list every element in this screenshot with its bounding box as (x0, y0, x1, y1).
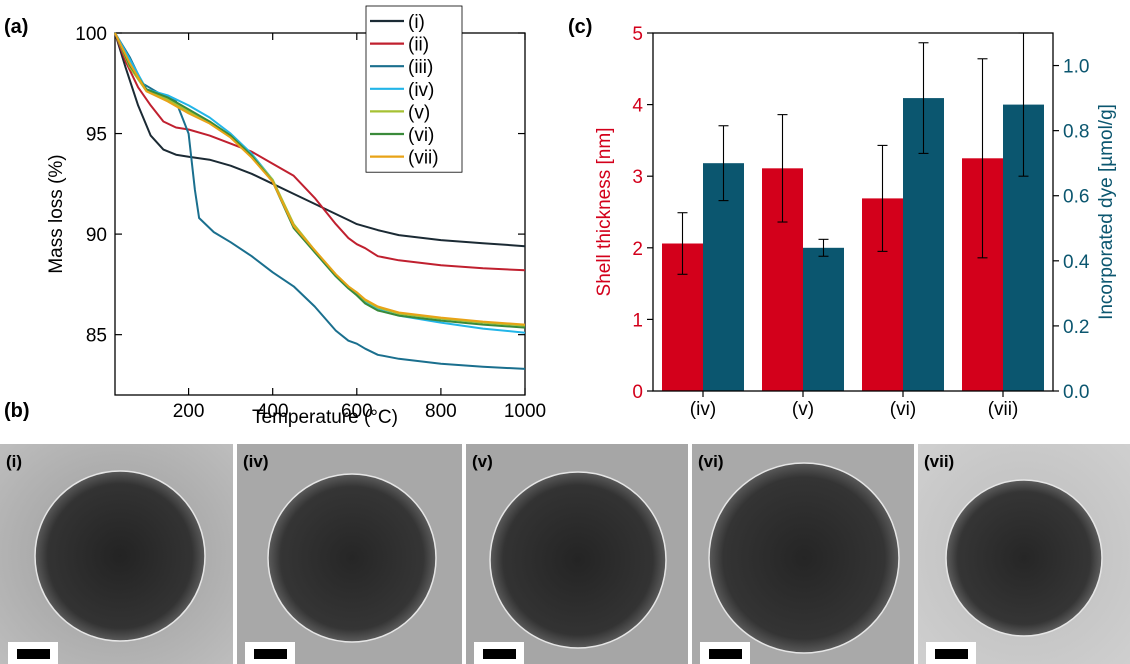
y-tick-label-left: 0 (632, 382, 643, 403)
x-tick-label: (vii) (988, 399, 1019, 420)
series-line-iv (114, 32, 526, 334)
panel-label-a: (a) (4, 16, 29, 38)
legend-label-vii: (vii) (408, 148, 439, 169)
tem-particle-vii (918, 444, 1130, 664)
y-tick-label-left: 5 (632, 24, 643, 45)
tem-label-v: (v) (472, 452, 493, 471)
scale-bar-iv (245, 642, 295, 664)
y-tick-label-left: 1 (632, 310, 643, 331)
x-tick-label: (v) (792, 399, 814, 420)
x-tick-label: 1000 (504, 401, 546, 422)
x-tick-label: (iv) (690, 399, 716, 420)
y-tick-label-left: 2 (632, 239, 643, 260)
y-tick-label-left: 4 (632, 96, 643, 117)
y-tick-label-left: 3 (632, 167, 643, 188)
plot-frame-a (114, 32, 526, 396)
scale-bar-vii (926, 642, 976, 664)
series-line-v (114, 32, 526, 327)
legend-label-i: (i) (408, 12, 425, 33)
x-tick-label: 400 (257, 401, 289, 422)
x-tick-label: 800 (425, 401, 457, 422)
y-tick-label-right: 1.0 (1063, 57, 1089, 78)
shell-dye-bar-chart: (iv) (v) (vi) (vii) 0 1 2 3 4 5 0.0 0.2 0.4 0.6 0.8 1.0… (594, 24, 1117, 420)
tem-image-vi: (vi) (692, 444, 914, 664)
series-line-ii (114, 32, 526, 272)
y-tick-label-right: 0.6 (1063, 187, 1089, 208)
series-line-iii (114, 32, 526, 370)
tga-line-chart: 200 400 600 800 1000 85 90 95 100 Temperature (°C… (46, 5, 546, 428)
tem-image-vii: (vii) (918, 444, 1130, 664)
tem-particle-v (466, 444, 688, 664)
tem-image-v: (v) (466, 444, 688, 664)
y-tick-label-right: 0.0 (1063, 382, 1089, 403)
x-axis-label: Temperature (°C) (252, 407, 398, 428)
legend-label-v: (v) (408, 102, 430, 123)
y-axis-label-left: Shell thickness [nm] (594, 128, 615, 297)
tem-label-i: (i) (6, 452, 23, 471)
series-line-vii (114, 32, 526, 326)
tem-particle-vi (692, 444, 914, 664)
tem-image-row: (i) (iv) (v) ( (0, 444, 1130, 664)
y-axis-label: Mass loss (%) (46, 154, 67, 273)
y-tick-label: 90 (86, 225, 107, 246)
scale-bar-vi (700, 642, 750, 664)
tem-image-iv: (iv) (237, 444, 462, 664)
y-tick-label: 95 (86, 125, 107, 146)
legend-label-vi: (vi) (408, 125, 434, 146)
tem-label-iv: (iv) (243, 452, 269, 471)
panel-label-c: (c) (568, 16, 593, 38)
tem-label-vi: (vi) (698, 452, 724, 471)
y-tick-label-right: 0.2 (1063, 317, 1089, 338)
x-tick-label: 600 (341, 401, 373, 422)
bar-dye (803, 247, 844, 391)
tem-particle-i (0, 444, 233, 664)
scale-bar-i (8, 642, 58, 664)
tem-particle-iv (237, 444, 462, 664)
tem-label-vii: (vii) (924, 452, 955, 471)
series-line-i (114, 32, 526, 248)
legend-label-ii: (ii) (408, 35, 429, 56)
y-axis-label-right: Incorporated dye [µmol/g] (1096, 104, 1117, 320)
y-tick-label: 100 (75, 24, 107, 45)
legend-label-iii: (iii) (408, 57, 433, 78)
y-tick-label-right: 0.8 (1063, 122, 1089, 143)
series-line-vi (114, 32, 526, 329)
tem-image-i: (i) (0, 444, 233, 664)
x-tick-label: (vi) (890, 399, 916, 420)
y-tick-label-right: 0.4 (1063, 252, 1090, 273)
legend-label-iv: (iv) (408, 80, 434, 101)
y-tick-label: 85 (86, 326, 107, 347)
plot-frame-c (652, 32, 1054, 392)
panel-label-b: (b) (4, 400, 30, 422)
scale-bar-v (474, 642, 524, 664)
x-tick-label: 200 (173, 401, 205, 422)
